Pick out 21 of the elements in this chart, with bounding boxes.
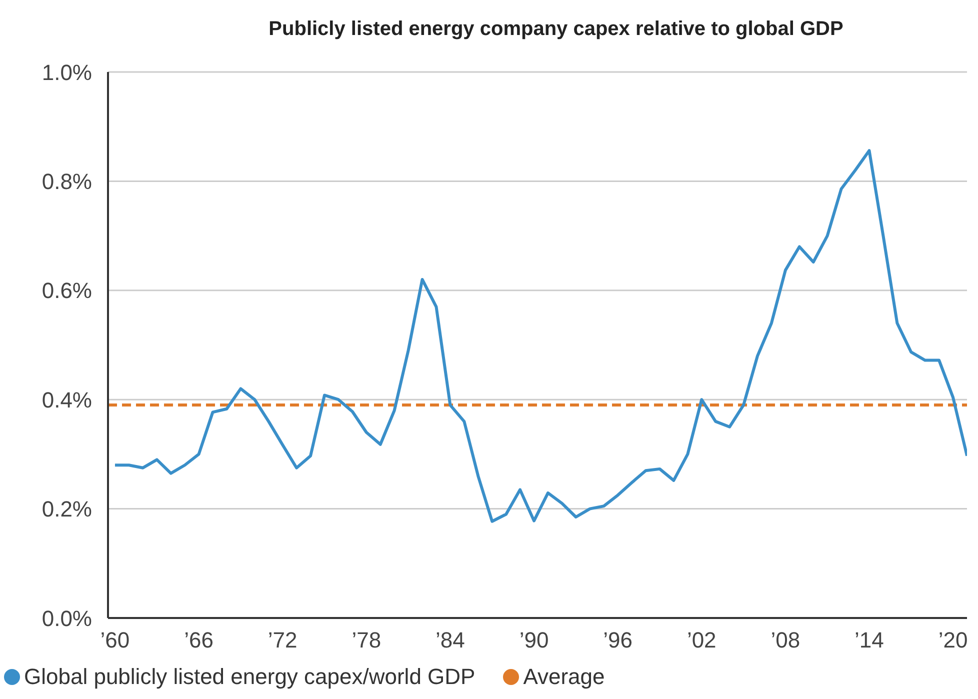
x-tick-label: ’72 (268, 628, 298, 653)
y-tick-label: 0.0% (42, 606, 92, 631)
legend-label: Global publicly listed energy capex/world GDP (24, 664, 476, 690)
x-tick-label: ’90 (519, 628, 549, 653)
line-series (113, 149, 967, 523)
y-tick-label: 0.2% (42, 496, 92, 522)
x-tick-label: ’08 (770, 628, 800, 653)
x-tick-label: ’60 (100, 628, 130, 653)
x-tick-label: ’96 (603, 628, 632, 653)
chart-title: Publicly listed energy company capex relative to global GDP (268, 17, 844, 42)
x-tick-label: ’14 (854, 628, 884, 653)
y-tick-label: 0.6% (42, 278, 92, 304)
x-tick-label: ’20 (938, 628, 968, 653)
legend-label: Average (523, 664, 605, 690)
y-tick-label: 0.4% (42, 387, 92, 412)
x-tick-label: ’84 (436, 628, 465, 653)
x-tick-label: ’02 (686, 628, 716, 653)
y-tick-label: 0.8% (42, 169, 92, 194)
x-tick-label: ’66 (184, 628, 214, 653)
y-tick-label: 1.0% (42, 60, 92, 85)
x-tick-label: ’78 (352, 628, 382, 653)
